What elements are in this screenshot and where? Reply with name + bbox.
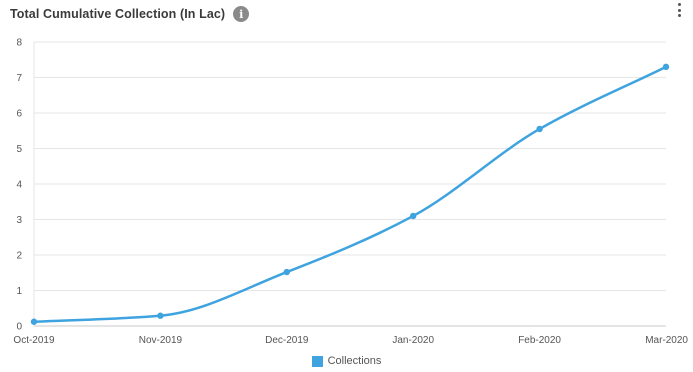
x-tick-label-mar-2020: Mar-2020 — [645, 335, 688, 346]
y-tick-label-4: 4 — [16, 180, 22, 191]
data-point-mar-2020[interactable] — [662, 63, 670, 71]
data-point-feb-2020[interactable] — [536, 125, 543, 133]
kebab-menu-icon[interactable] — [674, 2, 684, 18]
data-point-nov-2019[interactable] — [157, 312, 164, 319]
line-chart: 0 1 2 3 4 5 6 7 8 Oct-2019 Nov-2019 Dec-2019 Jan-202… — [13, 38, 688, 347]
chart-title: Total Cumulative Collection (In Lac) — [10, 7, 226, 21]
y-tick-label-6: 6 — [16, 109, 22, 120]
chart-legend: Collections — [0, 355, 693, 367]
series-line-collections — [33, 65, 667, 323]
info-icon[interactable]: i — [233, 6, 250, 22]
y-tick-label-5: 5 — [16, 144, 22, 155]
y-tick-label-2: 2 — [16, 251, 22, 262]
data-point-oct-2019[interactable] — [30, 318, 38, 325]
y-tick-label-0: 0 — [16, 322, 22, 333]
chart-header: Total Cumulative Collection (In Lac) i — [10, 2, 693, 26]
data-point-jan-2020[interactable] — [410, 212, 417, 220]
x-tick-label-jan-2020: Jan-2020 — [392, 335, 434, 346]
y-tick-label-8: 8 — [16, 38, 22, 49]
x-tick-label-feb-2020: Feb-2020 — [518, 335, 561, 346]
x-tick-label-dec-2019: Dec-2019 — [265, 335, 309, 346]
data-point-dec-2019[interactable] — [283, 268, 290, 276]
y-tick-label-7: 7 — [16, 73, 22, 84]
legend-swatch-collections[interactable] — [311, 355, 323, 367]
y-tick-label-3: 3 — [16, 215, 22, 226]
y-tick-label-1: 1 — [16, 286, 22, 297]
x-tick-label-nov-2019: Nov-2019 — [139, 335, 183, 346]
legend-label-collections[interactable]: Collections — [327, 355, 382, 367]
x-tick-label-oct-2019: Oct-2019 — [13, 335, 55, 346]
